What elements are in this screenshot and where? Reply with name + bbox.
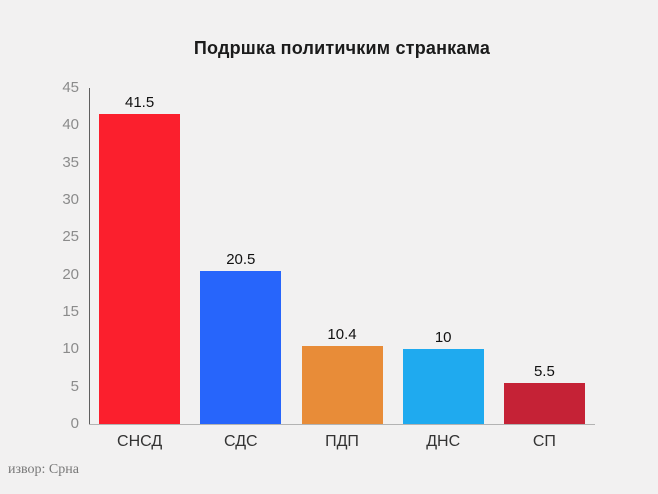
- x-axis-line: [89, 424, 595, 425]
- bar-сп: [503, 382, 585, 424]
- plot-area: 0 5 10 15 20 25 30 35 40 45 41.5 СНСД 20.5 СДС 10.4 ПД…: [62, 79, 595, 450]
- y-tick-label: 0: [70, 415, 79, 432]
- x-axis-label: ПДП: [325, 433, 359, 450]
- bar-снсд: [99, 114, 181, 424]
- bar-днс: [402, 349, 484, 424]
- bar-value-label: 10.4: [327, 326, 357, 344]
- y-tick-label: 35: [62, 153, 79, 171]
- bar-сдс: [200, 270, 282, 424]
- y-axis-line: [89, 88, 90, 424]
- y-tick-label: 15: [62, 303, 79, 320]
- y-tick-label: 30: [62, 191, 79, 208]
- y-tick-label: 10: [62, 340, 79, 358]
- bar-value-label: 10: [434, 329, 452, 347]
- x-axis-label: СП: [532, 433, 556, 450]
- bar-value-label: 41.5: [124, 94, 155, 112]
- y-tick-label: 20: [62, 265, 79, 283]
- y-tick-label: 5: [70, 377, 79, 395]
- x-axis-label: СДС: [223, 433, 258, 450]
- y-tick-label: 45: [62, 79, 79, 96]
- bar-value-label: 5.5: [533, 362, 555, 380]
- bar-value-label: 20.5: [226, 250, 256, 268]
- bar-пдп: [301, 346, 383, 424]
- chart-title: Подршка политичким странкама: [193, 38, 491, 58]
- y-tick-label: 25: [62, 228, 79, 246]
- source-note: извор: Срна: [8, 462, 79, 477]
- x-axis-label: ДНС: [426, 433, 461, 450]
- y-tick-label: 40: [62, 116, 79, 134]
- x-axis-label: СНСД: [117, 433, 163, 450]
